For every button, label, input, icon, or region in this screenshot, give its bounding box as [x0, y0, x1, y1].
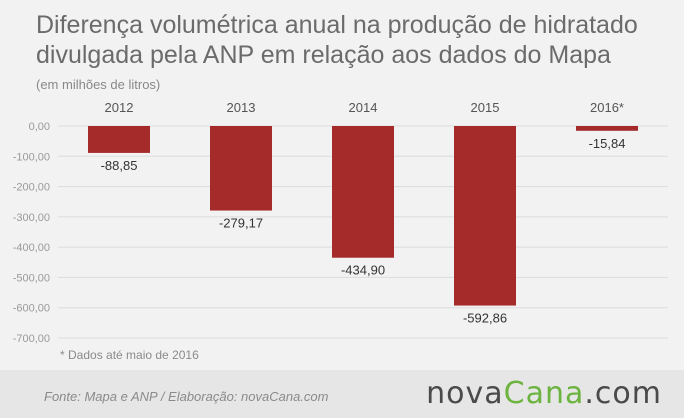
bar: [576, 126, 638, 131]
data-label: -434,90: [341, 263, 385, 278]
category-label: 2014: [349, 100, 378, 115]
category-label: 2013: [227, 100, 256, 115]
y-tick-label: -600,00: [13, 303, 50, 315]
y-tick-label: -100,00: [13, 151, 50, 163]
brand-logo-cana: Cana: [503, 376, 585, 411]
bar: [454, 126, 516, 306]
category-label: 2012: [105, 100, 134, 115]
bar: [88, 126, 150, 153]
footer-bar: Fonte: Mapa e ANP / Elaboração: novaCana…: [0, 370, 684, 418]
category-label: 2016*: [590, 100, 624, 115]
chart-title: Diferença volumétrica anual na produção …: [36, 11, 638, 69]
bar: [210, 126, 272, 211]
brand-logo[interactable]: novaCana.com: [426, 376, 662, 411]
y-tick-label: -700,00: [13, 333, 50, 345]
footnote: * Dados até maio de 2016: [60, 348, 199, 362]
data-label: -592,86: [463, 311, 507, 326]
bar: [332, 126, 394, 258]
y-tick-label: -400,00: [13, 242, 50, 254]
data-label: -88,85: [101, 158, 138, 173]
brand-logo-nova: nova: [426, 376, 504, 411]
source-credit: Fonte: Mapa e ANP / Elaboração: novaCana…: [44, 389, 329, 404]
brand-logo-com: .com: [584, 376, 662, 411]
data-label: -15,84: [589, 136, 626, 151]
y-tick-label: -200,00: [13, 182, 50, 194]
y-tick-label: -300,00: [13, 212, 50, 224]
data-label: -279,17: [219, 216, 263, 231]
y-tick-label: -500,00: [13, 272, 50, 284]
bar-chart: 0,00 -100,00 -200,00 -300,00 -400,00 -500,00 -…: [13, 100, 668, 345]
chart-subtitle: (em milhões de litros): [36, 77, 161, 92]
category-label: 2015: [471, 100, 500, 115]
y-tick-label: 0,00: [29, 121, 50, 133]
